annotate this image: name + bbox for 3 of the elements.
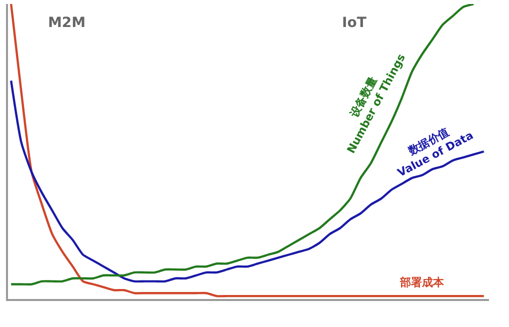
series-label: 部署成本: [399, 276, 445, 289]
annotation: IoT: [342, 15, 367, 31]
annotation: M2M: [48, 15, 86, 31]
